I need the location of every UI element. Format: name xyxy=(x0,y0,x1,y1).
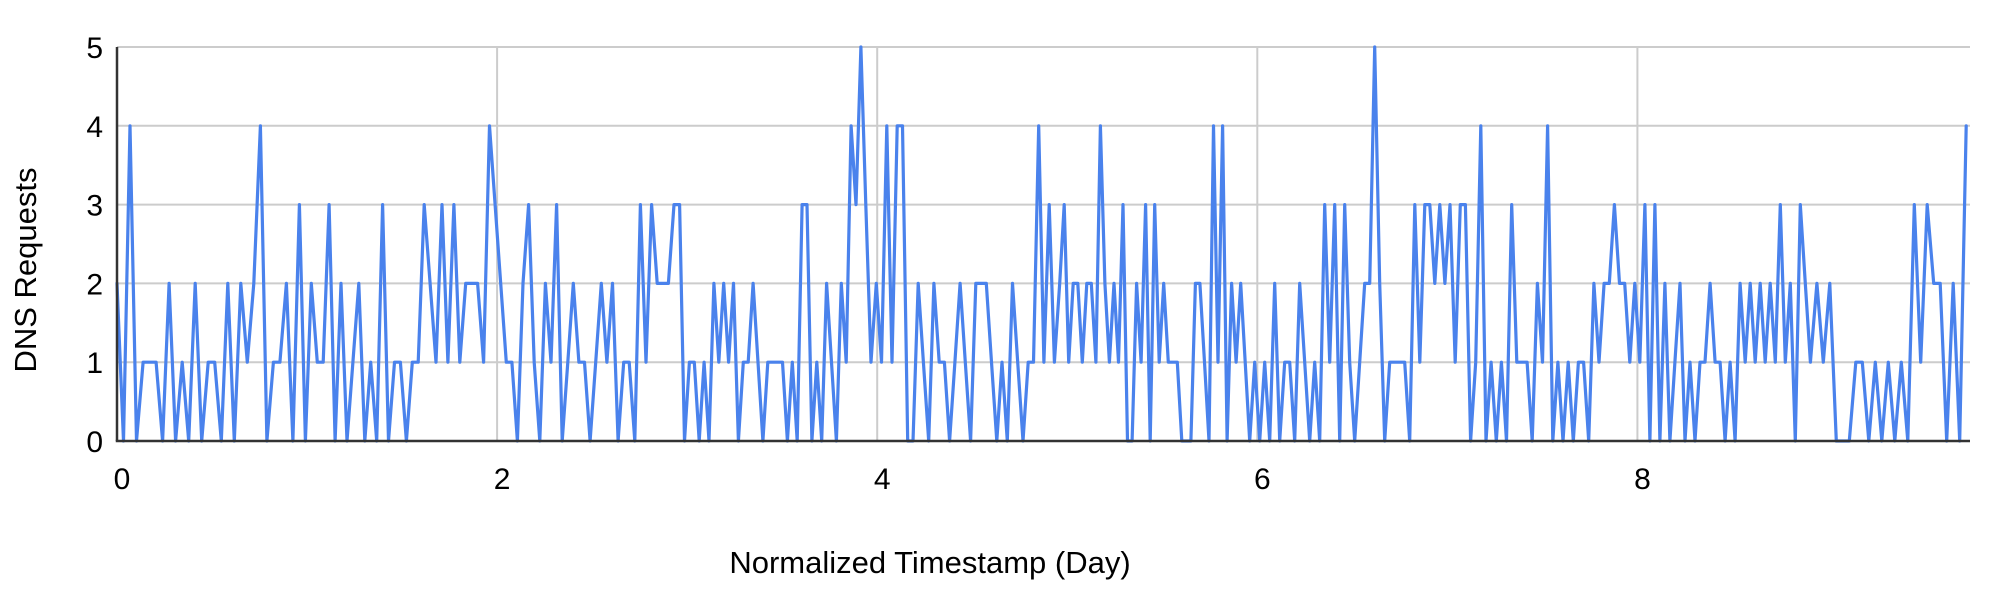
y-tick-label-3: 3 xyxy=(86,190,103,223)
y-axis-title: DNS Requests xyxy=(8,167,43,372)
y-tick-label-1: 1 xyxy=(86,347,103,380)
series-line-dns-requests xyxy=(115,45,1968,443)
x-tick-label-6: 6 xyxy=(1254,463,1271,496)
y-tick-label-0: 0 xyxy=(86,426,103,459)
x-tick-label-2: 2 xyxy=(494,463,511,496)
x-axis-tick-labels: 0 2 4 6 8 xyxy=(114,463,1651,496)
x-tick-label-8: 8 xyxy=(1634,463,1651,496)
y-axis-tick-labels: 0 1 2 3 4 5 xyxy=(86,32,103,459)
x-axis-title: Normalized Timestamp (Day) xyxy=(729,545,1130,580)
x-tick-label-0: 0 xyxy=(114,463,131,496)
x-tick-label-4: 4 xyxy=(874,463,891,496)
series-group xyxy=(115,45,1968,443)
y-tick-label-4: 4 xyxy=(86,111,103,144)
y-tick-label-2: 2 xyxy=(86,268,103,301)
y-tick-label-5: 5 xyxy=(86,32,103,65)
